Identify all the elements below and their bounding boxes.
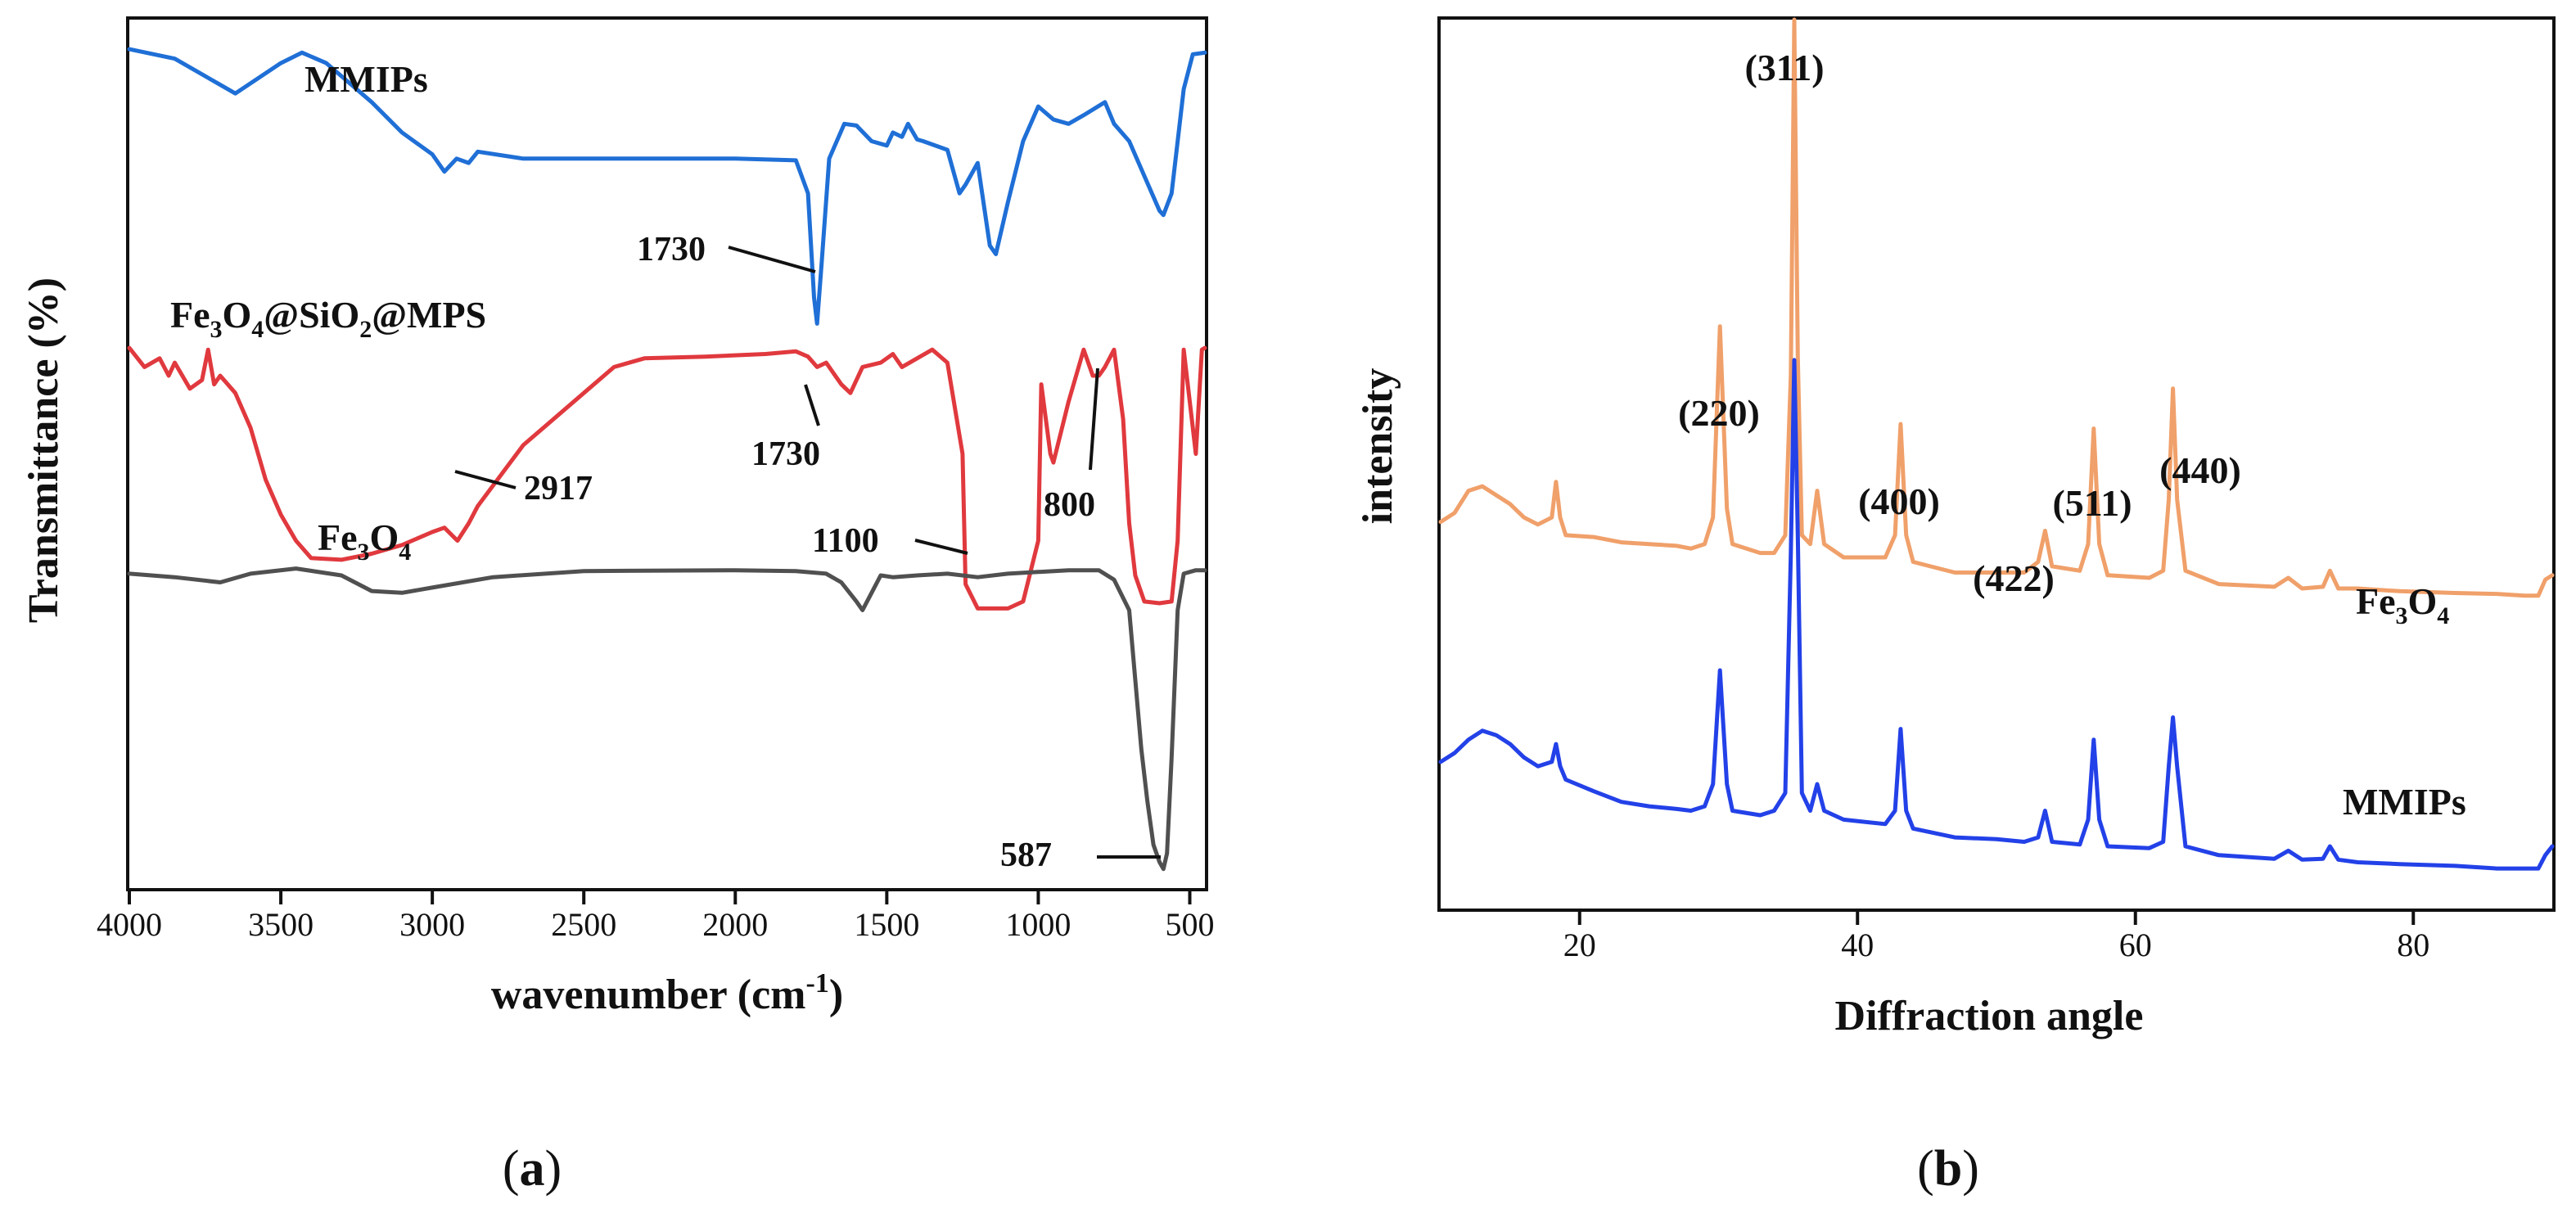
panel-b-series — [1438, 17, 2555, 871]
series-line-fe3o4-0 — [127, 566, 1207, 872]
annotation-1730-mmips: 1730 — [637, 231, 816, 273]
peak-label-311: (311) — [1744, 47, 1824, 88]
xtick-label-1-1: 40 — [1841, 927, 1874, 963]
annotation-800: 800 — [1044, 368, 1099, 524]
ylabel-b: intensity — [1355, 368, 1401, 525]
panel-b: 20 40 60 80 (311) (220) (400) (422) (511) (… — [1355, 16, 2556, 1197]
peak-label-511: (511) — [2052, 482, 2132, 524]
series-line-mmips-0 — [127, 47, 1207, 326]
xlabel-a: wavenumber (cm-1) — [491, 968, 843, 1018]
peak-label-220: (220) — [1678, 392, 1760, 434]
label-fe3o4-b: Fe3O4 — [2356, 580, 2449, 629]
annotation-587: 587 — [1000, 836, 1161, 874]
panel-a: 4000 3500 3000 2500 2000 1500 1000 500 MMIPs Fe… — [20, 16, 1214, 1197]
xtick-label-0-2: 3000 — [399, 906, 465, 943]
peak-label-400: (400) — [1858, 480, 1940, 522]
annotation-1730-mps: 1730 — [751, 384, 820, 473]
peak-label-440: (440) — [2159, 449, 2241, 491]
svg-text:800: 800 — [1044, 486, 1095, 524]
panel-label-b: (b) — [1917, 1141, 1979, 1197]
xtick-label-0-1: 3500 — [248, 906, 314, 943]
peak-label-422: (422) — [1973, 557, 2055, 599]
label-mmips-b: MMIPs — [2343, 781, 2466, 823]
xtick-label-1-0: 20 — [1563, 927, 1596, 963]
panel-label-a: (a) — [503, 1141, 562, 1197]
panel-b-frame — [1437, 16, 2556, 912]
annotation-2917: 2917 — [454, 470, 593, 507]
annotation-1100: 1100 — [812, 522, 968, 560]
svg-text:1100: 1100 — [812, 522, 879, 560]
ylabel-a: Transmittance (%) — [20, 277, 67, 623]
xtick-label-0-7: 500 — [1165, 906, 1214, 943]
panel-a-frame — [126, 16, 1208, 891]
panel-b-xticks: 20 40 60 80 — [1563, 910, 2429, 963]
xlabel-b: Diffraction angle — [1835, 993, 2144, 1039]
series-line-mmips-1 — [1438, 358, 2555, 871]
xtick-label-0-6: 1000 — [1005, 906, 1071, 943]
xtick-label-1-2: 60 — [2119, 927, 2152, 963]
series-line-fe3o4-sio2-mps-0 — [127, 345, 1207, 611]
svg-text:2917: 2917 — [524, 470, 593, 507]
panel-a-xticks: 4000 3500 3000 2500 2000 1500 1000 500 — [97, 890, 1214, 943]
xtick-label-0-0: 4000 — [97, 906, 162, 943]
svg-text:587: 587 — [1000, 836, 1052, 874]
label-mmips-a: MMIPs — [305, 58, 428, 100]
xtick-label-0-4: 2000 — [702, 906, 768, 943]
panel-a-series — [127, 47, 1207, 872]
xtick-label-0-5: 1500 — [854, 906, 919, 943]
xtick-label-1-3: 80 — [2397, 927, 2429, 963]
svg-text:1730: 1730 — [637, 231, 706, 268]
xtick-label-0-3: 2500 — [551, 906, 616, 943]
svg-text:1730: 1730 — [751, 435, 820, 473]
series-line-fe3o4-1 — [1438, 17, 2555, 598]
label-fe3o4-sio2-mps: Fe3O4@SiO2@MPS — [170, 294, 486, 343]
